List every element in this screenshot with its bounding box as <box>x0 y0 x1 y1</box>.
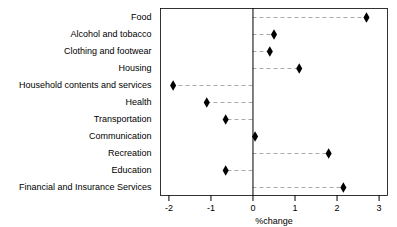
svg-text:-2: -2 <box>165 203 173 213</box>
svg-text:Health: Health <box>125 97 151 107</box>
svg-text:Alcohol and tobacco: Alcohol and tobacco <box>70 29 151 39</box>
svg-text:Transportation: Transportation <box>94 114 152 124</box>
svg-text:Clothing and footwear: Clothing and footwear <box>64 46 152 56</box>
svg-text:-1: -1 <box>207 203 215 213</box>
svg-text:%change: %change <box>255 216 293 226</box>
svg-text:3: 3 <box>377 203 382 213</box>
svg-text:Housing: Housing <box>118 63 151 73</box>
svg-text:Household contents and service: Household contents and services <box>19 80 152 90</box>
svg-text:0: 0 <box>250 203 255 213</box>
svg-text:Financial and Insurance Servic: Financial and Insurance Services <box>19 182 152 192</box>
svg-text:1: 1 <box>293 203 298 213</box>
svg-text:Education: Education <box>111 165 151 175</box>
svg-text:Food: Food <box>131 12 152 22</box>
svg-text:2: 2 <box>335 203 340 213</box>
svg-text:Communication: Communication <box>89 131 152 141</box>
svg-text:Recreation: Recreation <box>108 148 152 158</box>
